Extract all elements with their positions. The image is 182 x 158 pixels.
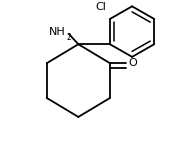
Text: Cl: Cl [95, 2, 106, 12]
Text: 2: 2 [66, 33, 71, 42]
Text: O: O [128, 58, 137, 68]
Text: NH: NH [49, 27, 66, 37]
